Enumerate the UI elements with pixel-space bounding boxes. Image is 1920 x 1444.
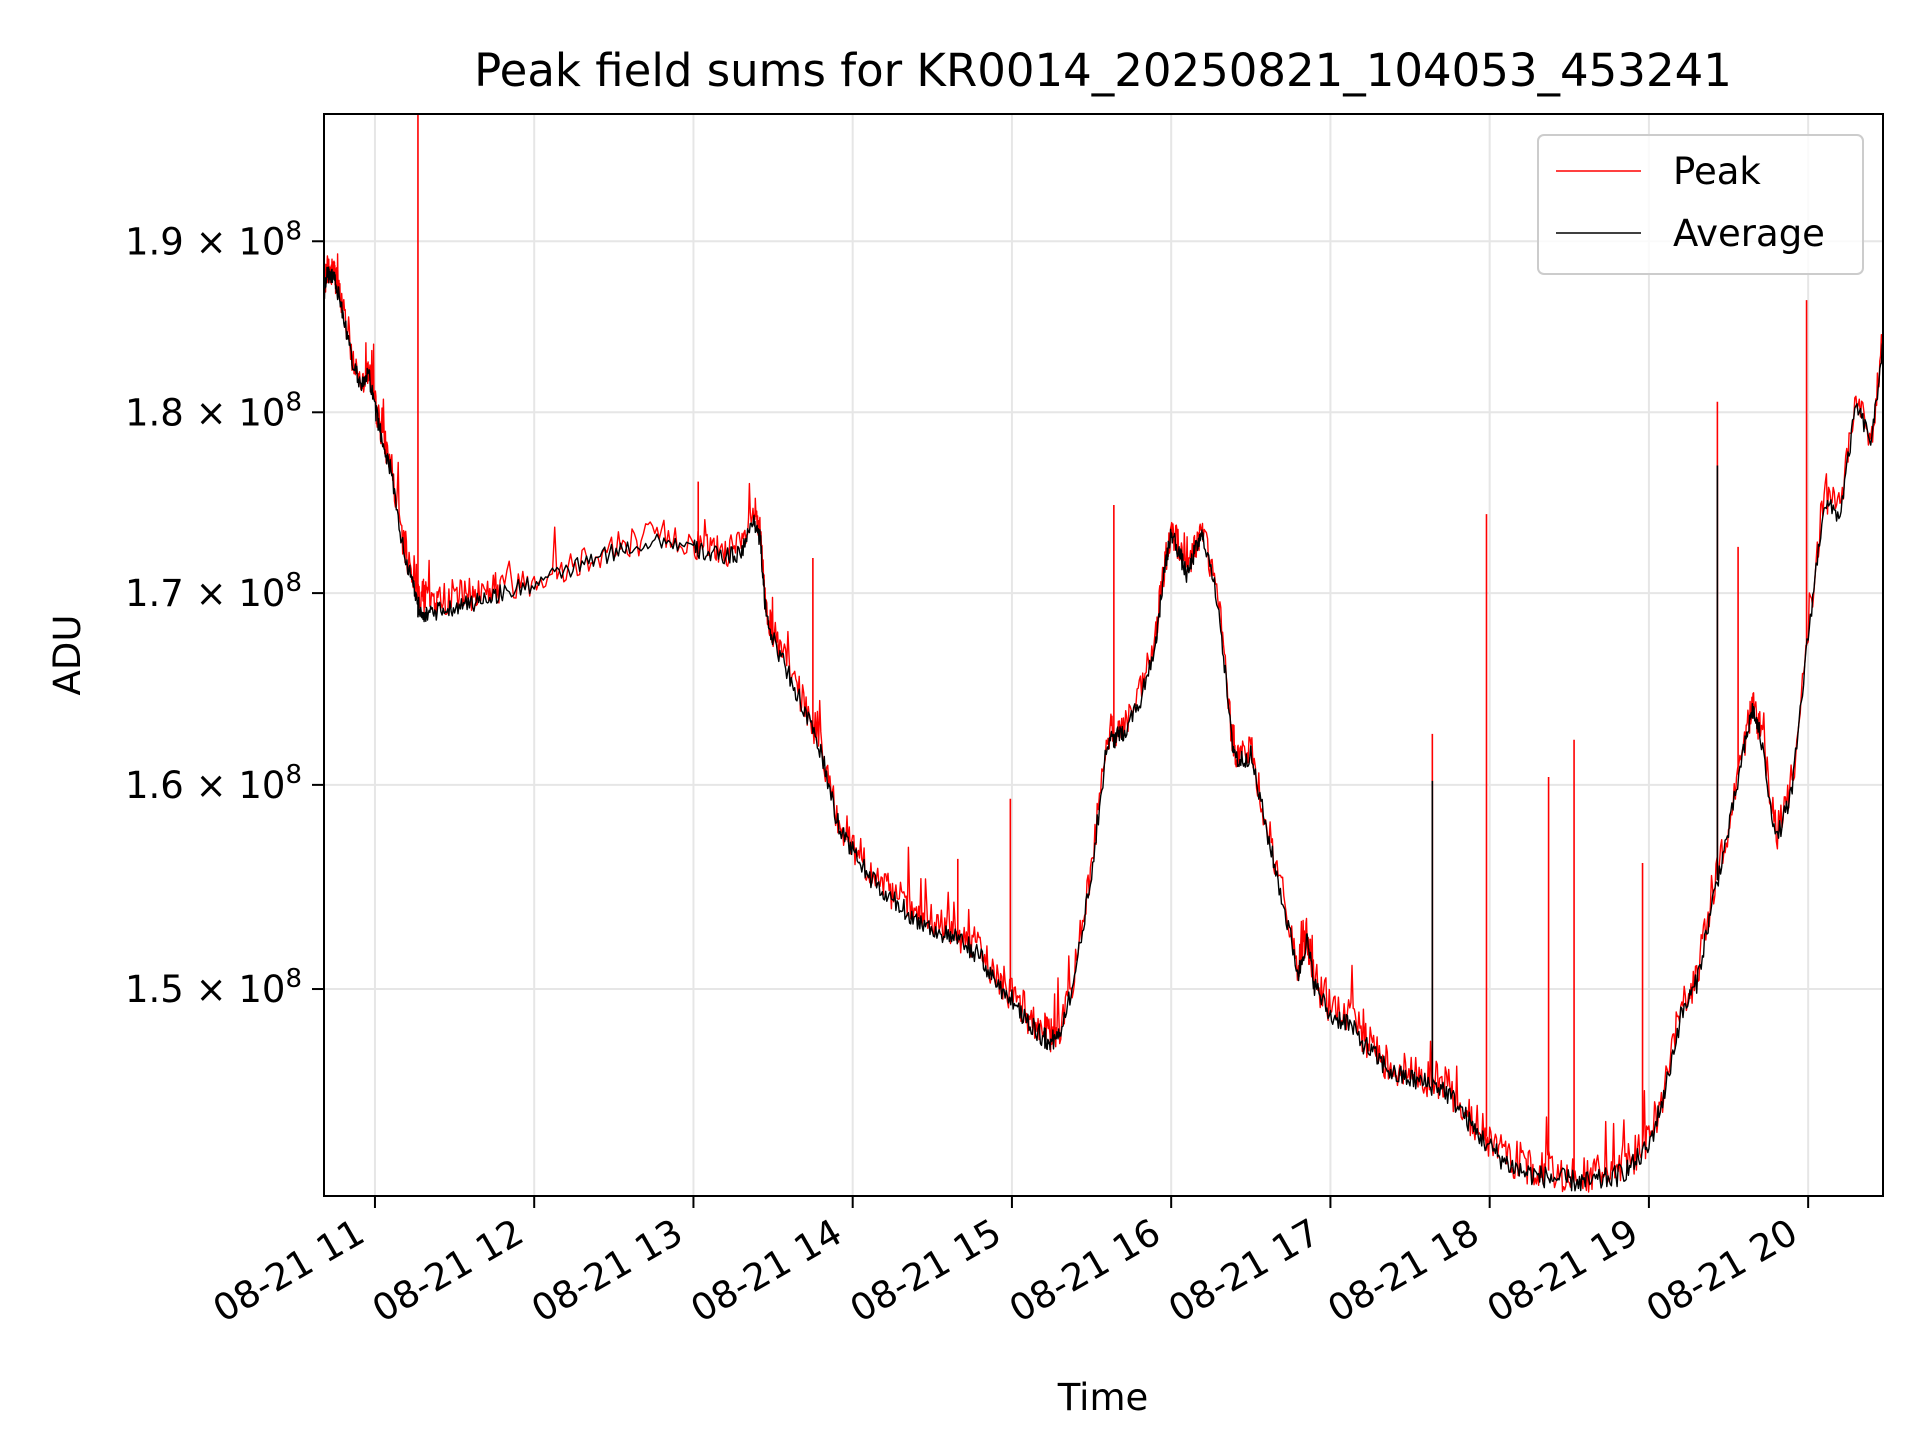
- legend-peak-label: Peak: [1673, 150, 1761, 193]
- y-axis-ticks: 1.5 × 108 1.6 × 108 1.7 × 108 1.8 × 108 1.9 …: [125, 216, 324, 1011]
- y-tick-label: 1.8 × 108: [125, 387, 302, 434]
- plot-frame: [323, 113, 1884, 1197]
- grid-lines: [324, 114, 1883, 1196]
- legend-frame: [1537, 134, 1864, 275]
- chart-title: Peak field sums for KR0014_20250821_1040…: [474, 44, 1732, 97]
- y-axis-label: ADU: [46, 615, 89, 696]
- legend-average-label: Average: [1673, 212, 1825, 255]
- series-line-average: [324, 266, 1883, 1192]
- plot-lines: [324, 114, 1883, 1193]
- y-tick-label: 1.6 × 108: [125, 760, 302, 807]
- y-tick-label: 1.9 × 108: [125, 216, 302, 263]
- y-tick-label: 1.5 × 108: [125, 964, 302, 1011]
- x-axis-label: Time: [1057, 1376, 1149, 1419]
- y-tick-label: 1.7 × 108: [125, 568, 302, 615]
- legend: Peak Average: [1537, 134, 1864, 275]
